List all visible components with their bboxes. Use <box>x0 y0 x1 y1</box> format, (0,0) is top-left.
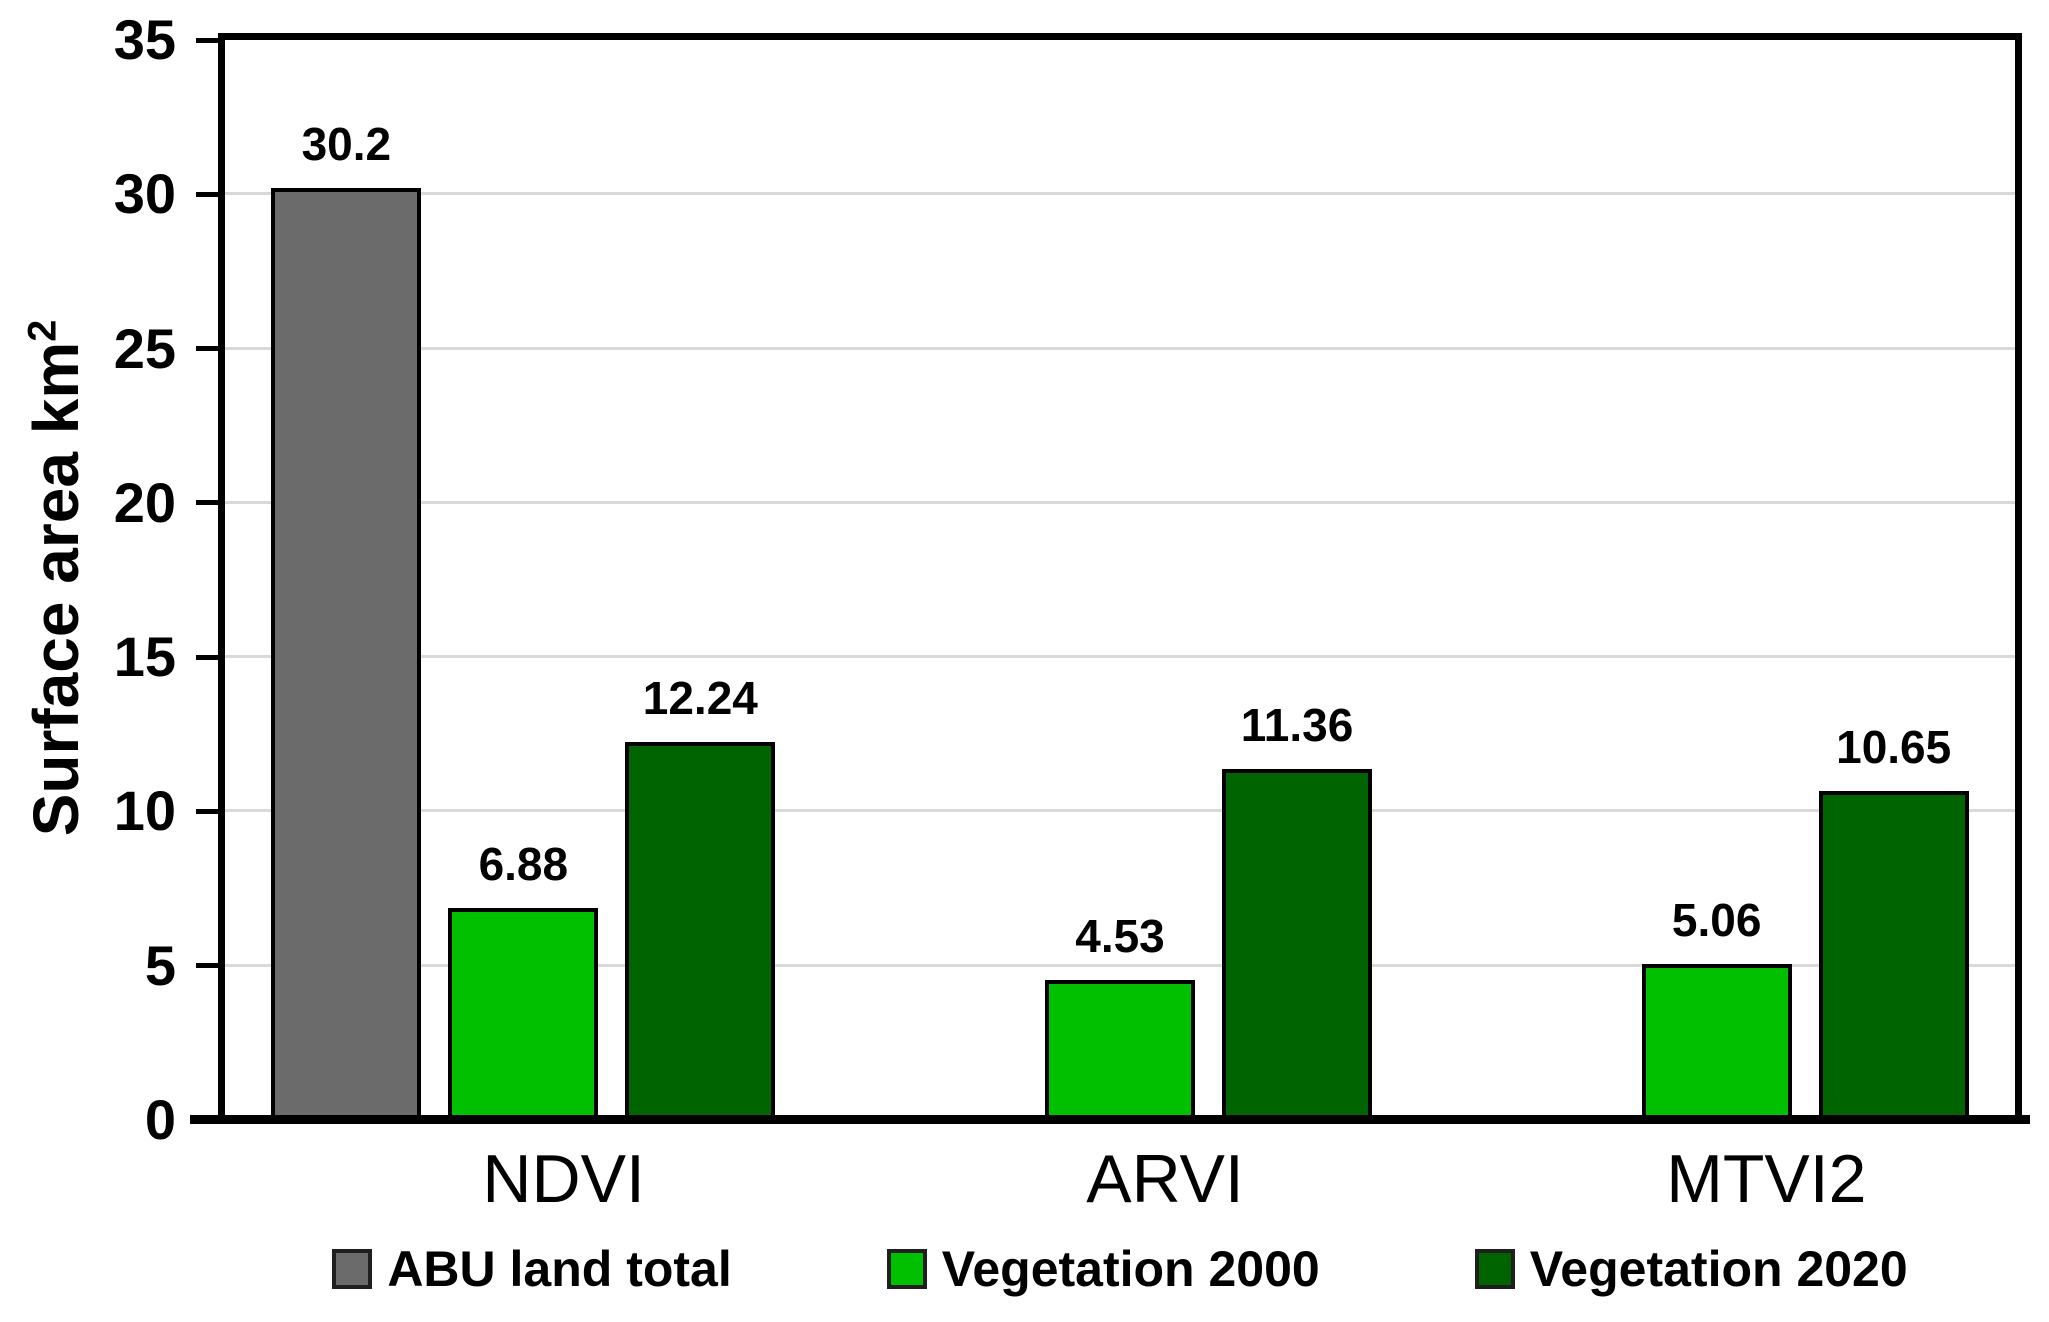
bar-slot-vegetation-2000-ndvi: 6.88 <box>448 40 599 1120</box>
legend: ABU land total Vegetation 2000 Vegetation … <box>218 1240 2022 1298</box>
bar-value-label: 12.24 <box>642 672 758 725</box>
legend-item-vegetation-2020: Vegetation 2020 <box>1474 1240 1908 1298</box>
bar-vegetation-2020-mtvi2 <box>1818 791 1969 1120</box>
gridline-10 <box>225 809 2015 813</box>
y-tick-mark-5 <box>196 963 224 968</box>
bar-vegetation-2000-mtvi2 <box>1641 963 1792 1120</box>
bar-value-label: 6.88 <box>478 837 569 890</box>
legend-swatch-vegetation-2020 <box>1474 1249 1515 1289</box>
bar-slot-vegetation-2000-mtvi2: 5.06 <box>1641 40 1792 1120</box>
y-tick-mark-15 <box>196 655 224 660</box>
x-axis-label-ndvi: NDVI <box>482 1141 645 1217</box>
legend-item-vegetation-2000: Vegetation 2000 <box>886 1240 1320 1298</box>
gridline-20 <box>225 500 2015 504</box>
y-tick-mark-30 <box>196 192 224 197</box>
gridline-30 <box>225 192 2015 196</box>
y-tick-label-30: 30 <box>113 162 176 225</box>
bar-slot-abu-land-total-ndvi: 30.2 <box>271 40 422 1120</box>
y-tick-label-35: 35 <box>113 8 176 71</box>
y-tick-label-15: 15 <box>113 625 176 688</box>
bar-value-label: 4.53 <box>1075 910 1165 963</box>
y-tick-label-0: 0 <box>144 1088 176 1151</box>
gridline-25 <box>225 346 2015 350</box>
y-axis-title-text: Surface area km <box>20 341 92 837</box>
bar-group-mtvi2: 5.06 10.65 <box>1418 40 2015 1120</box>
x-axis-label-arvi: ARVI <box>1086 1141 1244 1217</box>
bar-slot-vegetation-2020-mtvi2: 10.65 <box>1818 40 1969 1120</box>
y-tick-label-5: 5 <box>144 934 176 997</box>
bar-slot-abu-land-total-mtvi2 <box>1465 40 1615 1120</box>
legend-label-abu-land-total: ABU land total <box>387 1241 732 1297</box>
gridline-5 <box>225 963 2015 967</box>
bar-slot-vegetation-2020-ndvi: 12.24 <box>625 40 776 1120</box>
legend-swatch-vegetation-2000 <box>886 1249 927 1289</box>
legend-label-vegetation-2020: Vegetation 2020 <box>1529 1241 1908 1297</box>
bar-vegetation-2000-arvi <box>1045 980 1195 1120</box>
bar-vegetation-2020-arvi <box>1222 769 1372 1120</box>
bar-slot-vegetation-2020-arvi: 11.36 <box>1222 40 1372 1120</box>
y-axis-title: Surface area km2 <box>20 320 92 837</box>
y-tick-mark-10 <box>196 809 224 814</box>
y-tick-label-25: 25 <box>113 317 176 380</box>
bar-value-label: 10.65 <box>1836 721 1952 774</box>
bar-group-ndvi: 30.2 6.88 12.24 <box>225 40 822 1120</box>
legend-swatch-abu-land-total <box>332 1249 373 1289</box>
gridline-15 <box>225 655 2015 659</box>
bar-value-label: 11.36 <box>1240 699 1354 752</box>
y-tick-mark-25 <box>196 346 224 351</box>
legend-item-abu-land-total: ABU land total <box>332 1240 732 1298</box>
bar-groups: 30.2 6.88 12.24 4.53 11.36 5.06 10.65 <box>225 40 2015 1120</box>
bar-vegetation-2000-ndvi <box>448 907 599 1120</box>
bar-abu-land-total-ndvi <box>271 188 422 1120</box>
bar-slot-vegetation-2000-arvi: 4.53 <box>1045 40 1195 1120</box>
y-tick-label-20: 20 <box>113 471 176 534</box>
x-axis-line <box>190 1115 2030 1124</box>
bar-value-label: 30.2 <box>301 118 392 171</box>
plot-area: 30.2 6.88 12.24 4.53 11.36 5.06 10.65 <box>218 33 2022 1120</box>
legend-label-vegetation-2000: Vegetation 2000 <box>941 1241 1320 1297</box>
bar-vegetation-2020-ndvi <box>625 742 776 1120</box>
bar-value-label: 5.06 <box>1671 893 1762 946</box>
x-axis-labels: NDVI ARVI MTVI2 <box>218 1141 2022 1217</box>
bar-group-arvi: 4.53 11.36 <box>822 40 1419 1120</box>
y-tick-label-10: 10 <box>113 779 176 842</box>
y-tick-mark-20 <box>196 500 224 505</box>
x-axis-label-mtvi2: MTVI2 <box>1666 1141 1867 1217</box>
bar-slot-abu-land-total-arvi <box>868 40 1018 1120</box>
y-tick-mark-35 <box>196 38 224 43</box>
